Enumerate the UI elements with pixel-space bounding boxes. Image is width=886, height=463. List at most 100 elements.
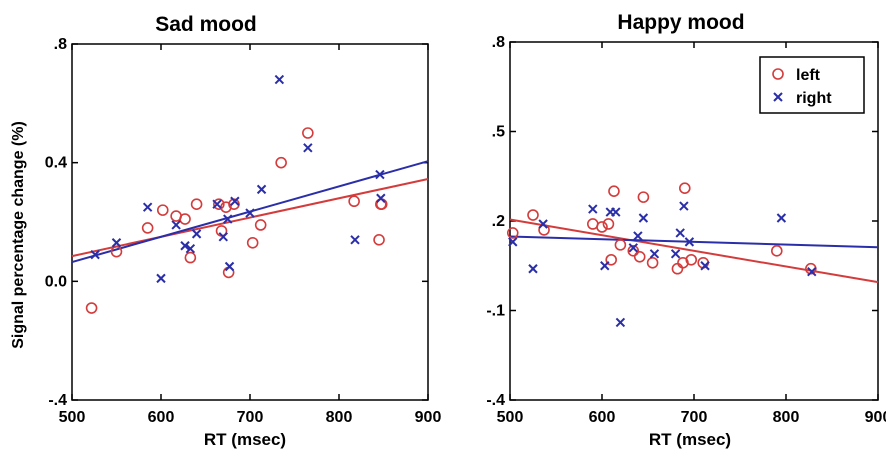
data-point-left (678, 182, 691, 194)
data-point-left (213, 198, 225, 210)
legend-marker-right (773, 92, 783, 102)
y-tick-label: -.4 (48, 392, 67, 409)
fit-line-right (71, 160, 429, 264)
data-point-left (602, 218, 615, 230)
data-point-right (670, 249, 681, 259)
data-point-left (637, 191, 650, 203)
data-point-left (608, 185, 620, 197)
data-point-left (646, 256, 659, 269)
data-point-left (156, 204, 169, 216)
data-point-right (628, 243, 638, 253)
data-point-right (679, 201, 689, 211)
y-tick-label: -.1 (486, 303, 505, 320)
data-point-right (375, 169, 385, 180)
x-tick-label: 700 (681, 409, 708, 426)
data-point-right (350, 235, 360, 245)
data-point-right (508, 237, 518, 247)
data-point-right (615, 317, 626, 328)
data-point-left (373, 234, 385, 246)
y-tick-label: .8 (492, 34, 505, 51)
x-tick-label: 900 (865, 409, 886, 426)
y-tick-label: .2 (492, 213, 505, 230)
y-tick-label: .8 (54, 36, 67, 53)
data-point-right (675, 228, 685, 238)
x-tick-label: 500 (59, 409, 86, 426)
x-axis-label-happy: RT (msec) (649, 430, 731, 449)
data-point-right (684, 237, 695, 247)
y-tick-label: 0.0 (45, 273, 67, 290)
data-point-left (685, 253, 698, 266)
data-point-right (376, 193, 386, 203)
data-point-right (245, 208, 255, 218)
data-point-right (191, 229, 202, 239)
fit-line-right (509, 235, 879, 249)
x-axis-label-sad: RT (msec) (204, 430, 286, 449)
data-point-left (527, 209, 539, 221)
legend-label-right: right (796, 90, 832, 107)
data-point-right (274, 74, 285, 85)
x-tick-label: 500 (497, 409, 524, 426)
fit-line-left (71, 178, 429, 258)
data-point-right (142, 202, 153, 212)
data-point-left (184, 251, 197, 264)
data-point-right (171, 220, 181, 230)
data-point-left (254, 219, 267, 231)
legend-box (759, 56, 865, 114)
data-point-right (111, 238, 122, 248)
data-point-right (256, 184, 267, 195)
x-tick-label: 800 (773, 409, 800, 426)
data-point-right (212, 199, 222, 209)
x-tick-label: 600 (589, 409, 616, 426)
x-tick-label: 800 (326, 409, 353, 426)
data-point-right (528, 264, 538, 274)
data-point-right (633, 231, 643, 241)
data-point-right (538, 219, 548, 229)
data-point-left (671, 262, 684, 275)
legend: left right (759, 56, 865, 114)
data-point-left (614, 239, 627, 251)
data-point-right (588, 204, 598, 214)
fit-line-left (509, 218, 879, 284)
plot-frame (71, 43, 429, 401)
x-tick-label: 900 (415, 409, 442, 426)
data-point-left (770, 245, 783, 257)
x-tick-label: 700 (237, 409, 264, 426)
data-point-left (190, 198, 203, 210)
data-point-right (156, 273, 166, 284)
data-point-left (110, 245, 123, 258)
data-point-left (348, 195, 360, 208)
legend-marker-left (772, 68, 784, 80)
data-point-left (627, 245, 640, 257)
chart-title-sad: Sad mood (155, 13, 257, 36)
data-point-right (649, 249, 660, 259)
data-point-right (180, 241, 190, 251)
data-point-right (700, 261, 710, 271)
data-point-right (223, 214, 233, 224)
data-point-left (246, 236, 259, 249)
data-point-right (611, 207, 621, 217)
data-point-left (633, 250, 646, 263)
data-point-right (600, 261, 610, 271)
data-point-left (596, 221, 608, 233)
data-point-right (303, 143, 313, 153)
data-point-right (218, 232, 229, 242)
data-point-left (141, 222, 154, 234)
y-tick-label: 0.4 (45, 155, 67, 172)
x-tick-label: 600 (148, 409, 175, 426)
y-tick-label: .5 (492, 124, 505, 141)
data-point-left (179, 213, 191, 225)
data-point-right (776, 213, 787, 223)
data-point-left (605, 253, 618, 266)
data-point-left (506, 227, 519, 239)
data-point-right (638, 213, 649, 223)
y-axis-label: Signal percentage change (%) (10, 121, 27, 349)
legend-label-left: left (796, 67, 821, 84)
data-point-left (275, 156, 287, 169)
data-point-right (807, 267, 817, 277)
data-point-right (230, 196, 240, 206)
data-point-right (224, 261, 235, 272)
data-point-right (90, 249, 100, 260)
chart-title-happy: Happy mood (617, 11, 744, 34)
data-point-left (85, 302, 98, 314)
